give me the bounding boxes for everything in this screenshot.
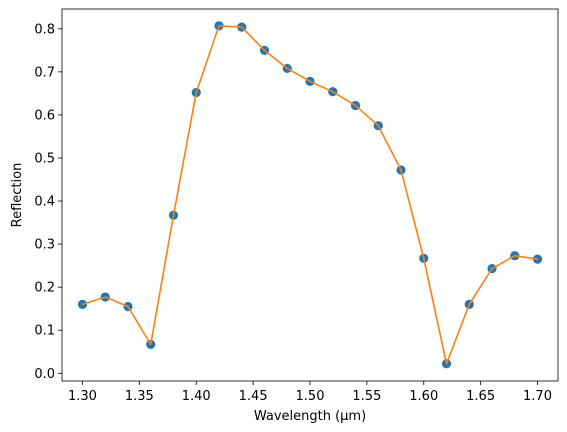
x-tick-label: 1.50: [296, 389, 325, 404]
y-tick-label: 0.1: [34, 324, 55, 339]
y-tick-label: 0.3: [34, 238, 55, 253]
plot-area: [62, 9, 558, 381]
x-tick-label: 1.70: [523, 389, 552, 404]
plot-frame: [61, 8, 559, 382]
x-tick-label: 1.40: [182, 389, 211, 404]
axes-layer: 1.30 1.35 1.40 1.45 1.50 1.55 1.60 1.65 1.70 0.0 0…: [34, 22, 552, 404]
x-tick-label: 1.45: [239, 389, 268, 404]
y-axis-label: Reflection: [10, 163, 25, 228]
x-tick-label: 1.60: [409, 389, 438, 404]
x-axis-label: Wavelength (μm): [254, 409, 366, 424]
y-tick-label: 0.0: [34, 367, 55, 382]
y-tick-label: 0.7: [34, 65, 55, 80]
y-tick-label: 0.2: [34, 281, 55, 296]
y-tick-label: 0.4: [34, 195, 55, 210]
y-tick-label: 0.8: [34, 22, 55, 37]
x-tick-label: 1.65: [466, 389, 495, 404]
y-tick-label: 0.5: [34, 151, 55, 166]
y-tick-label: 0.6: [34, 108, 55, 123]
series-line: [81, 24, 539, 365]
x-tick-label: 1.55: [352, 389, 381, 404]
series-layer: [77, 21, 543, 369]
x-tick-label: 1.30: [68, 389, 97, 404]
x-tick-label: 1.35: [125, 389, 154, 404]
